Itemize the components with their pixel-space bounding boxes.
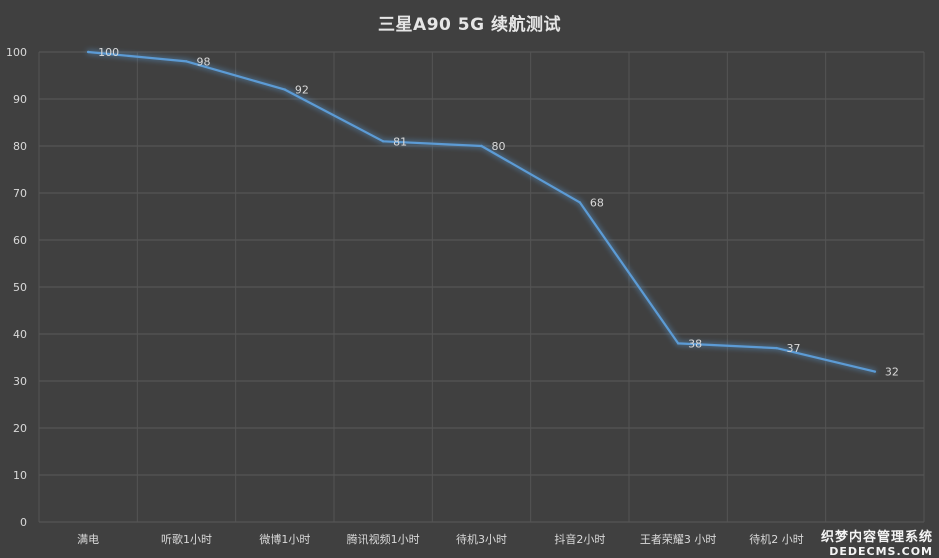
x-tick-label: 腾讯视频1小时: [347, 532, 420, 546]
x-tick-label: 微博1小时: [259, 532, 310, 546]
y-tick-label: 0: [20, 516, 27, 529]
data-point: [86, 50, 90, 54]
y-tick-label: 70: [13, 187, 27, 200]
x-tick-label: 待机3小时: [456, 532, 507, 546]
data-label: 80: [492, 140, 506, 153]
y-tick-label: 20: [13, 422, 27, 435]
data-label: 92: [295, 84, 309, 97]
watermark: 织梦内容管理系统 DEDECMS.COM: [817, 526, 933, 558]
y-axis-tick-labels: 0 10 20 30 40 50 60 70 80 90 100: [6, 46, 27, 529]
y-tick-label: 10: [13, 469, 27, 482]
data-point: [578, 201, 582, 204]
data-label: 37: [787, 342, 801, 355]
data-label: 38: [688, 337, 702, 350]
data-label: 98: [197, 55, 211, 68]
data-point: [480, 144, 483, 148]
y-tick-label: 60: [13, 234, 27, 247]
y-tick-label: 90: [13, 93, 27, 106]
series-line: [87, 50, 876, 373]
data-labels-group: 100 98 92 81 80 68 38 37 32: [98, 46, 899, 379]
x-tick-label: 王者荣耀3 小时: [640, 533, 717, 546]
y-tick-label: 80: [13, 140, 27, 153]
watermark-line1: 织梦内容管理系统: [820, 530, 933, 545]
y-tick-label: 50: [13, 281, 27, 294]
watermark-line2: DEDECMS.COM: [829, 545, 933, 558]
data-point: [185, 60, 188, 63]
x-tick-label: 听歌1小时: [161, 532, 212, 546]
chart-title: 三星A90 5G 续航测试: [378, 15, 561, 35]
data-point: [381, 140, 385, 143]
series-group: [86, 50, 877, 373]
data-label: 81: [393, 135, 407, 148]
gridlines: [38, 51, 925, 523]
x-tick-label: 待机2 小时: [749, 532, 804, 546]
data-point: [283, 88, 287, 91]
x-tick-label: 抖音2小时: [554, 532, 605, 546]
data-point: [676, 342, 680, 345]
y-tick-label: 30: [13, 375, 27, 388]
y-tick-label: 100: [6, 46, 27, 59]
data-point: [873, 370, 877, 373]
x-tick-label: 满电: [77, 533, 99, 546]
data-label: 100: [98, 46, 119, 59]
data-label: 68: [590, 196, 604, 209]
data-label: 32: [885, 366, 899, 379]
data-point: [775, 346, 778, 350]
y-tick-label: 40: [13, 328, 27, 341]
x-axis-tick-labels: 满电 听歌1小时 微博1小时 腾讯视频1小时 待机3小时 抖音2小时 王者荣耀3 小时 待机2…: [77, 532, 804, 546]
